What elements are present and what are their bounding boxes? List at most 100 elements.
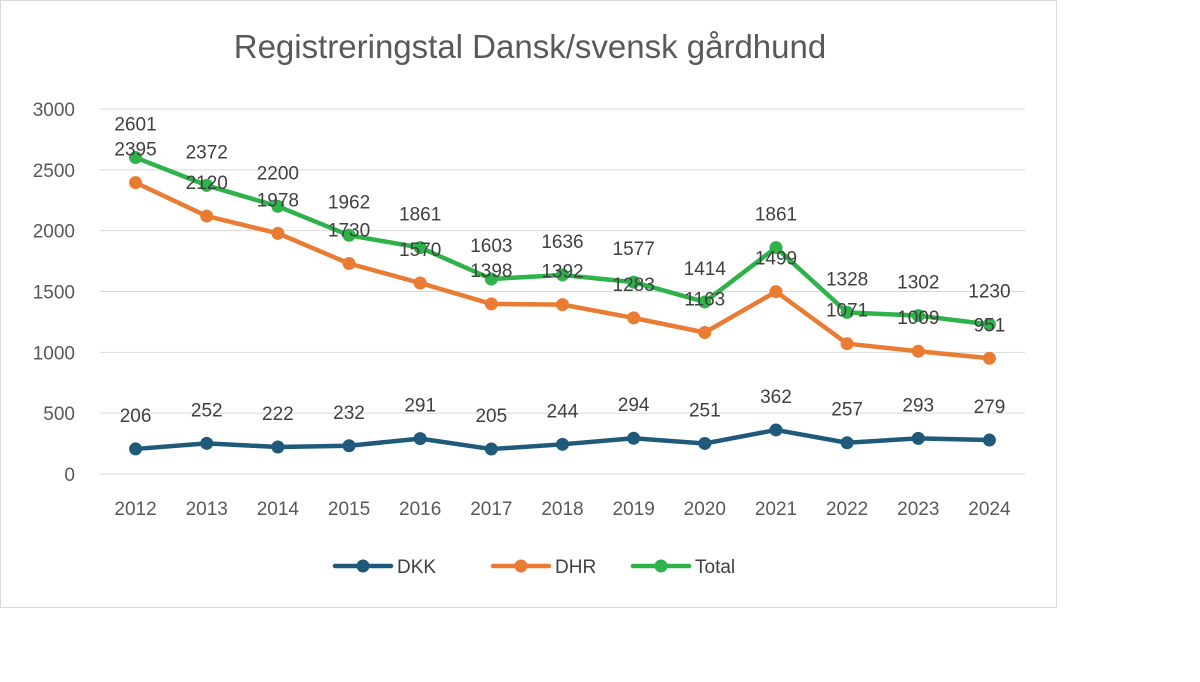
series-dhr (129, 176, 996, 365)
legend-item-dhr: DHR (490, 557, 596, 578)
data-point (271, 199, 285, 213)
series-total (129, 151, 996, 331)
y-tick-label: 500 (43, 404, 75, 425)
data-label: 1861 (755, 205, 797, 226)
data-point (342, 257, 356, 271)
data-labels: 206 252 222 232 291 205 244 294 251 362 257 293 279 2… (114, 115, 1010, 428)
data-point (840, 337, 854, 351)
data-point (911, 344, 925, 358)
data-label: 2601 (114, 115, 156, 136)
data-label: 1499 (755, 249, 797, 270)
data-point (200, 436, 214, 450)
data-point (484, 272, 498, 286)
data-label: 294 (618, 395, 650, 416)
data-label: 1570 (399, 240, 441, 261)
data-point (911, 431, 925, 445)
data-label: 232 (333, 403, 365, 424)
data-label: 1230 (968, 281, 1010, 302)
y-tick-label: 2000 (33, 222, 75, 243)
data-point (129, 151, 143, 165)
data-point (982, 433, 996, 447)
x-tick-label: 2018 (541, 499, 583, 520)
legend: DKK DHR Total (332, 557, 735, 578)
data-point (556, 268, 569, 282)
x-tick-label: 2017 (470, 499, 512, 520)
data-point (769, 241, 783, 255)
y-tick-label: 1500 (33, 283, 75, 304)
x-tick-label: 2015 (328, 499, 370, 520)
x-tick-label: 2023 (897, 499, 939, 520)
data-point (342, 439, 356, 453)
data-label: 244 (547, 401, 579, 422)
x-tick-label: 2021 (755, 499, 797, 520)
data-point (840, 305, 854, 319)
data-label: 1163 (684, 290, 725, 311)
data-label: 951 (974, 315, 1006, 336)
x-tick-label: 2022 (826, 499, 868, 520)
data-label: 252 (191, 400, 223, 421)
data-point (840, 436, 854, 450)
data-label: 362 (760, 387, 792, 408)
data-label: 1283 (613, 275, 655, 296)
legend-item-total: Total (630, 557, 735, 578)
data-label: 1730 (328, 221, 370, 242)
data-label: 1861 (399, 205, 441, 226)
y-tick-label: 0 (64, 465, 75, 486)
legend-label: Total (695, 557, 735, 578)
y-tick-label: 3000 (33, 100, 75, 121)
data-label: 222 (262, 404, 294, 425)
data-label: 1328 (826, 269, 868, 290)
data-point (129, 442, 143, 456)
data-point (698, 326, 712, 340)
data-label: 2120 (186, 173, 228, 194)
x-axis-ticks: 2012 2013 2014 2015 2016 2017 2018 2019 2020 2021… (114, 499, 1011, 520)
data-label: 2200 (257, 163, 299, 184)
data-point (982, 351, 996, 365)
legend-item-dkk: DKK (332, 557, 436, 578)
x-tick-label: 2019 (613, 499, 655, 520)
data-point (911, 309, 925, 323)
legend-swatch-marker (356, 559, 370, 573)
x-tick-label: 2013 (186, 499, 228, 520)
data-label: 293 (902, 395, 934, 416)
data-label: 1636 (541, 232, 583, 253)
data-point (627, 311, 641, 325)
series-dkk (129, 423, 996, 456)
data-label: 2395 (114, 140, 156, 161)
data-point (556, 298, 569, 312)
data-label: 291 (404, 396, 436, 417)
data-point (271, 440, 285, 454)
y-tick-label: 1000 (33, 343, 75, 364)
y-axis-ticks: 0 500 1000 1500 2000 2500 3000 (33, 100, 75, 486)
x-tick-label: 2016 (399, 499, 441, 520)
data-point (769, 423, 783, 437)
data-label: 1603 (470, 236, 512, 257)
series-layer (129, 151, 996, 456)
data-point (627, 275, 641, 289)
data-point (129, 176, 143, 190)
legend-label: DKK (397, 557, 436, 578)
data-point (627, 431, 641, 445)
data-label: 1009 (897, 308, 939, 329)
legend-swatch-marker (514, 559, 528, 573)
data-point (413, 276, 427, 290)
x-tick-label: 2020 (684, 499, 726, 520)
data-point (556, 437, 569, 451)
chart-title: Registreringstal Dansk/svensk gårdhund (234, 28, 826, 65)
data-label: 1978 (257, 190, 299, 211)
gridlines (100, 108, 1025, 475)
data-label: 2372 (186, 142, 228, 163)
data-point (698, 436, 712, 450)
data-point (698, 295, 712, 309)
data-point (200, 209, 214, 223)
data-point (484, 442, 498, 456)
data-label: 251 (689, 400, 721, 421)
data-label: 1392 (541, 262, 583, 283)
data-point (769, 285, 783, 299)
data-point (413, 432, 427, 446)
x-tick-label: 2014 (257, 499, 300, 520)
data-label: 206 (120, 406, 152, 427)
data-label: 1071 (826, 301, 868, 322)
legend-swatch-marker (654, 559, 668, 573)
data-label: 1398 (470, 261, 512, 282)
